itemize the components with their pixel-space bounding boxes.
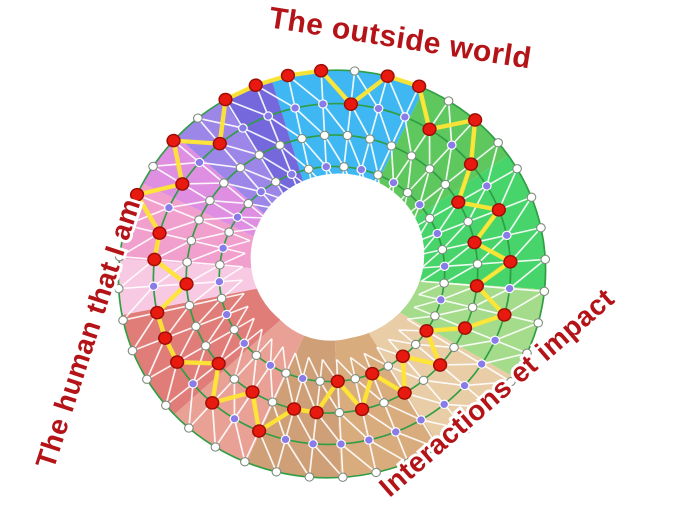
label-outside-world: The outside world (267, 1, 534, 75)
wheel (113, 63, 551, 482)
